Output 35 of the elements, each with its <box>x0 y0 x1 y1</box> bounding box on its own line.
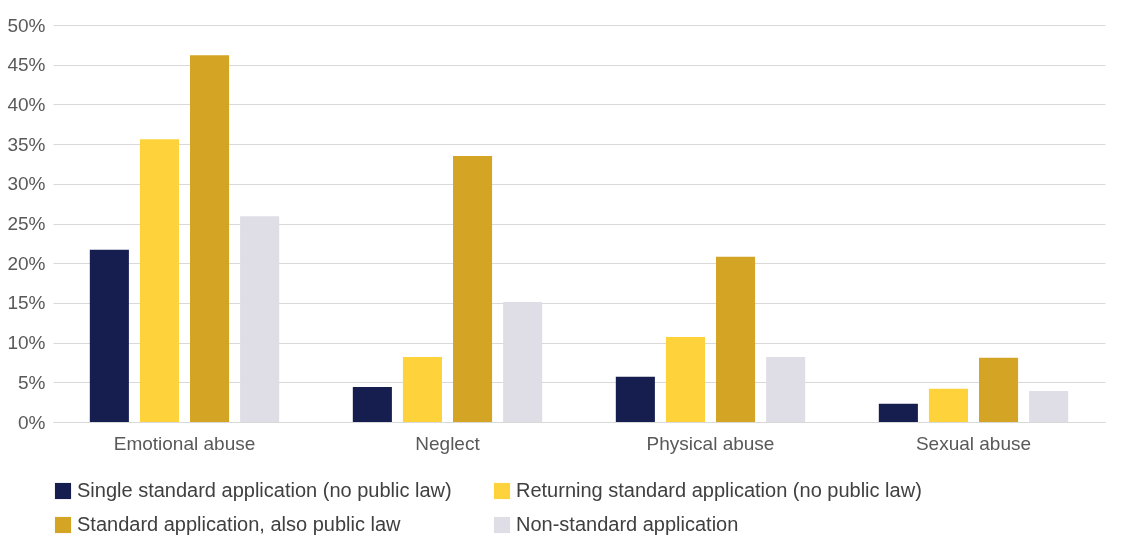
bar <box>503 302 543 422</box>
y-tick-label: 25% <box>7 213 46 234</box>
y-tick-label: 45% <box>7 54 46 76</box>
bar <box>1029 391 1069 422</box>
bar <box>979 357 1019 422</box>
legend-label: Standard application, also public law <box>77 513 402 535</box>
bar <box>878 403 918 422</box>
y-tick-label: 15% <box>7 292 46 314</box>
y-tick-label: 30% <box>7 173 46 195</box>
bar <box>352 387 392 422</box>
bar <box>190 55 230 422</box>
x-tick-label: Neglect <box>415 432 481 454</box>
y-tick-label: 40% <box>7 93 46 115</box>
bar <box>615 376 655 422</box>
bar <box>139 139 179 422</box>
y-tick-label: 5% <box>18 371 46 393</box>
bar <box>928 388 968 422</box>
y-tick-label: 35% <box>7 133 46 155</box>
x-tick-label: Sexual abuse <box>915 432 1032 454</box>
x-tick-label: Physical abuse <box>646 432 775 454</box>
y-tick-label: 50% <box>7 14 46 36</box>
legend-label: Non-standard application <box>516 513 739 535</box>
bar <box>453 156 493 422</box>
bar <box>766 356 806 422</box>
bar <box>716 256 756 422</box>
y-tick-label: 10% <box>7 332 46 354</box>
y-tick-label: 0% <box>18 411 46 433</box>
legend-label: Returning standard application (no public law) <box>516 479 922 501</box>
legend-label: Single standard application (no public law) <box>77 479 452 501</box>
bar <box>240 216 280 422</box>
bar <box>402 356 442 422</box>
bar <box>89 249 129 422</box>
x-tick-label: Emotional abuse <box>113 432 256 454</box>
y-tick-label: 20% <box>7 252 46 274</box>
bar <box>665 337 705 422</box>
